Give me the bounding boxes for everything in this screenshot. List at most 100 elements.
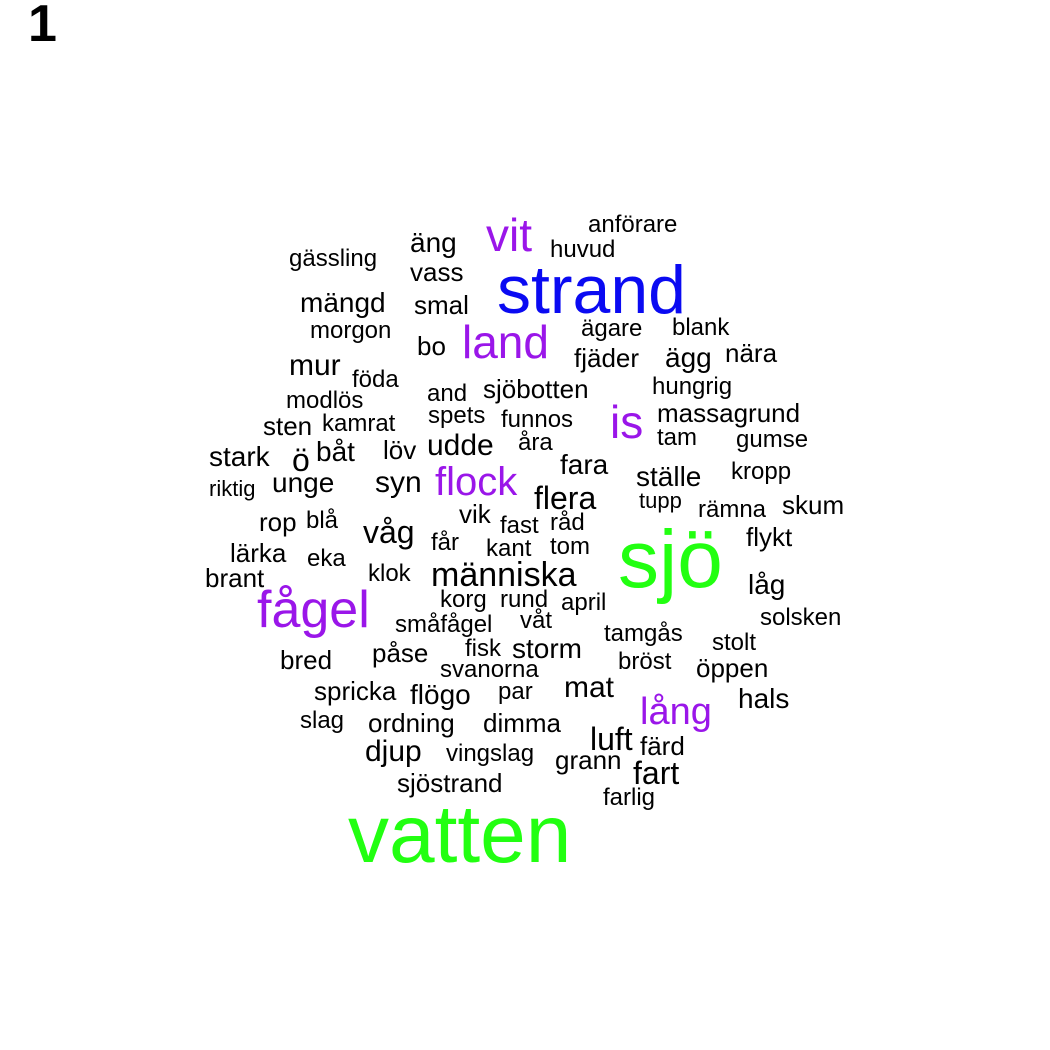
cloud-word: flock [435, 460, 518, 504]
cloud-word: sten [263, 411, 313, 441]
cloud-word: slag [300, 707, 345, 734]
cloud-word: dimma [483, 708, 562, 738]
cloud-word: gässling [289, 245, 378, 272]
cloud-word: morgon [310, 317, 392, 344]
cloud-word: båt [316, 436, 355, 467]
cloud-word: tamgås [604, 620, 683, 647]
cloud-word: brant [205, 563, 265, 593]
cloud-word: vingslag [446, 740, 535, 767]
cloud-word: mängd [300, 287, 386, 318]
cloud-word: stolt [712, 629, 757, 656]
cloud-word: rämna [698, 496, 767, 523]
cloud-word: stark [209, 441, 270, 472]
cloud-word: huvud [550, 236, 616, 263]
cloud-word: massagrund [657, 398, 801, 428]
panel-label: 1 [28, 0, 57, 53]
cloud-word: påse [372, 638, 429, 668]
cloud-word: blå [306, 507, 339, 534]
cloud-word: svanorna [440, 656, 539, 683]
cloud-word: fisk [465, 635, 501, 662]
cloud-word: rop [259, 507, 297, 537]
cloud-word: tupp [639, 488, 682, 513]
cloud-word: nära [725, 338, 778, 368]
cloud-word: ägg [665, 342, 712, 373]
cloud-word: is [610, 396, 644, 448]
cloud-word: våt [520, 607, 553, 634]
cloud-word: fågel [257, 581, 370, 639]
cloud-word: ordning [368, 708, 455, 738]
cloud-word: par [498, 678, 533, 705]
cloud-word: flykt [746, 522, 793, 552]
cloud-word: ägare [581, 315, 643, 342]
cloud-word: storm [512, 633, 582, 664]
cloud-word: djup [365, 735, 422, 768]
cloud-word: vass [410, 257, 464, 287]
cloud-word: bröst [618, 648, 672, 675]
cloud-word: funnos [501, 406, 574, 433]
cloud-word: unge [272, 467, 335, 498]
cloud-word: vik [459, 499, 491, 529]
cloud-word: vit [486, 209, 532, 261]
cloud-word: kant [486, 535, 532, 562]
cloud-word: hungrig [652, 373, 733, 400]
cloud-word: solsken [760, 604, 842, 631]
cloud-word: korg [440, 586, 487, 613]
cloud-word: lärka [230, 538, 287, 568]
cloud-word: udde [427, 429, 494, 462]
cloud-word: löv [383, 435, 417, 465]
cloud-word: fjäder [574, 343, 640, 373]
cloud-word: rund [500, 586, 549, 613]
cloud-word: småfågel [395, 611, 493, 638]
cloud-word: sjö [618, 514, 723, 605]
cloud-word: sjöbotten [483, 374, 589, 404]
cloud-word: gumse [736, 426, 809, 453]
cloud-word: and [427, 380, 468, 407]
cloud-word: farlig [603, 784, 656, 811]
cloud-word: strand [497, 252, 686, 328]
cloud-word: hals [738, 683, 790, 714]
cloud-word: lång [640, 691, 712, 733]
cloud-word: riktig [209, 476, 256, 501]
cloud-word: bred [280, 645, 333, 675]
cloud-word: flögo [410, 679, 471, 710]
cloud-word: modlös [286, 387, 364, 414]
cloud-word: föda [352, 366, 399, 393]
cloud-word: mat [564, 671, 615, 704]
cloud-word: vatten [348, 789, 572, 880]
cloud-word: våg [363, 514, 415, 550]
cloud-word: kamrat [322, 410, 396, 437]
cloud-word: kropp [731, 458, 792, 485]
cloud-word: blank [672, 314, 730, 341]
cloud-word: spricka [314, 676, 397, 706]
cloud-word: smal [414, 290, 469, 320]
cloud-word: luft [590, 721, 633, 757]
cloud-word: tom [550, 533, 591, 560]
cloud-word: fara [560, 449, 609, 480]
cloud-word: ö [292, 442, 310, 478]
cloud-word: anförare [588, 211, 678, 238]
cloud-word: åra [518, 429, 553, 456]
cloud-word: flera [534, 480, 597, 516]
cloud-word: låg [748, 569, 786, 600]
cloud-word: klok [368, 560, 411, 587]
cloud-word: ställe [636, 461, 702, 492]
cloud-word: äng [410, 227, 457, 258]
cloud-word: tam [657, 424, 698, 451]
cloud-word: land [462, 316, 549, 368]
cloud-word: fast [500, 512, 539, 539]
cloud-word: färd [640, 731, 685, 761]
cloud-word: skum [782, 490, 845, 520]
cloud-word: bo [417, 331, 446, 361]
cloud-word: fart [633, 755, 680, 791]
cloud-word: människa [431, 556, 577, 594]
cloud-word: sjöstrand [397, 768, 503, 798]
cloud-word: råd [550, 509, 585, 536]
cloud-word: syn [375, 466, 422, 499]
cloud-word: april [561, 589, 607, 616]
cloud-word: mur [289, 349, 341, 382]
cloud-word: spets [428, 402, 486, 429]
cloud-word: eka [307, 545, 346, 572]
cloud-word: öppen [696, 653, 769, 683]
cloud-word: får [431, 529, 460, 556]
